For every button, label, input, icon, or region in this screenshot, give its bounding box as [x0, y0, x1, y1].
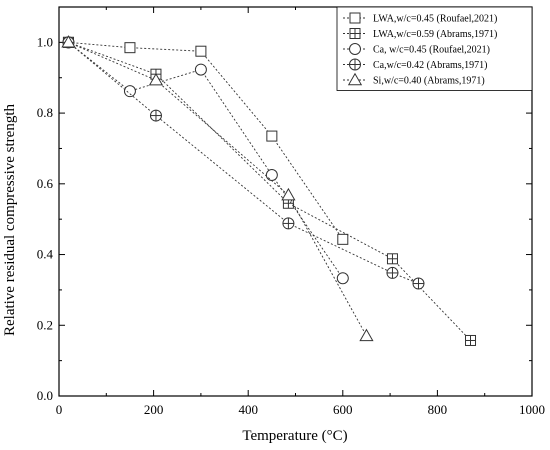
marker-shape: [349, 43, 361, 55]
legend-box: [336, 6, 533, 91]
circle-plus-marker: [386, 266, 399, 279]
square-marker: [266, 130, 278, 142]
square-plus-marker: [349, 28, 361, 39]
marker-shape: [336, 272, 349, 285]
x-tick-label: 1000: [519, 402, 545, 417]
marker-shape: [194, 63, 207, 76]
marker-shape: [148, 72, 164, 86]
series-line: [68, 42, 344, 279]
circle-plus-marker: [282, 217, 295, 230]
marker-shape: [349, 12, 361, 24]
marker-shape: [266, 130, 278, 142]
series-line: [68, 41, 367, 337]
series-layer: [61, 35, 477, 346]
circle-plus-marker: [149, 109, 162, 122]
marker-shape: [265, 168, 278, 181]
triangle-marker: [347, 72, 363, 86]
x-axis-title: Temperature (°C): [242, 428, 347, 444]
circle-marker: [194, 63, 207, 76]
square-marker: [195, 45, 207, 57]
circle-marker: [265, 168, 278, 181]
circle-plus-marker: [412, 277, 425, 290]
legend-label: Ca, w/c=0.45 (Roufael,2021): [373, 45, 490, 56]
marker-shape: [61, 35, 76, 48]
y-tick-label: 0.0: [37, 388, 53, 403]
legend-item: LWA,w/c=0.45 (Roufael,2021): [343, 12, 497, 25]
circle-marker: [349, 43, 361, 55]
circle-marker: [336, 272, 349, 285]
x-tick-label: 0: [56, 402, 63, 417]
triangle-marker: [61, 35, 76, 48]
legend-item: Ca,w/c=0.42 (Abrams,1971): [343, 58, 488, 71]
marker-shape: [347, 72, 363, 86]
y-tick-label: 0.2: [37, 317, 53, 332]
legend-item: LWA,w/c=0.59 (Abrams,1971): [343, 28, 497, 40]
series-5: [61, 35, 374, 342]
marker-shape: [124, 42, 136, 54]
legend-label: LWA,w/c=0.59 (Abrams,1971): [373, 29, 497, 40]
legend-label: LWA,w/c=0.45 (Roufael,2021): [373, 14, 497, 25]
circle-plus-marker: [349, 58, 361, 71]
marker-shape: [281, 187, 296, 201]
legend: LWA,w/c=0.45 (Roufael,2021) LWA,w/c=0.59 …: [336, 6, 533, 91]
legend-label: Ca,w/c=0.42 (Abrams,1971): [373, 60, 488, 71]
square-marker: [337, 233, 349, 245]
circle-marker: [123, 85, 136, 98]
y-tick-label: 0.6: [37, 176, 54, 191]
square-marker: [124, 42, 136, 54]
axis-ticks: 0 200 400 600 800 1000 0.0 0.2 0.4 0.6 0.8 1.0: [37, 6, 545, 417]
y-tick-label: 0.8: [37, 105, 53, 120]
marker-shape: [195, 45, 207, 57]
legend-item: Si,w/c=0.40 (Abrams,1971): [343, 72, 485, 87]
marker-shape: [337, 233, 349, 245]
marker-shape: [359, 328, 374, 342]
square-plus-marker: [386, 253, 398, 265]
x-tick-label: 800: [428, 402, 448, 417]
legend-label: Si,w/c=0.40 (Abrams,1971): [373, 76, 485, 87]
marker-shape: [123, 85, 136, 98]
x-tick-label: 200: [144, 402, 164, 417]
square-marker: [349, 12, 361, 24]
y-tick-label: 1.0: [37, 34, 53, 49]
series-4: [62, 36, 425, 290]
x-tick-label: 400: [238, 402, 258, 417]
triangle-marker: [148, 72, 164, 86]
triangle-marker: [359, 328, 374, 342]
y-tick-label: 0.4: [37, 247, 54, 262]
legend-item: Ca, w/c=0.45 (Roufael,2021): [343, 43, 490, 56]
x-tick-label: 600: [333, 402, 353, 417]
y-axis-title: Relative residual compressive strength: [2, 103, 18, 336]
square-plus-marker: [465, 334, 477, 346]
triangle-marker: [281, 187, 296, 201]
